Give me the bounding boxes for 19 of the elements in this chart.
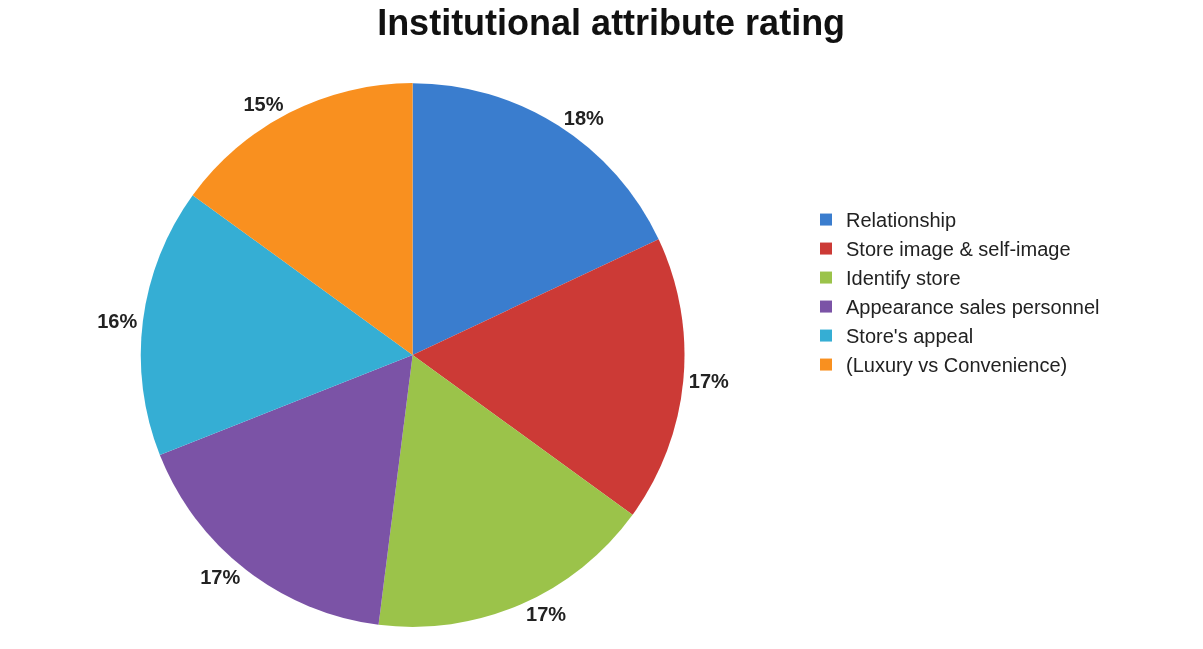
legend-label: Relationship: [846, 209, 957, 232]
legend-label: (Luxury vs Convenience): [846, 354, 1068, 377]
legend-label: Identify store: [846, 267, 961, 290]
legend-label: Store image & self-image: [846, 238, 1071, 261]
pie-slice: [192, 83, 413, 355]
data-label: 17%: [688, 369, 730, 392]
pie-slice: [378, 355, 633, 627]
pie-slice: [412, 83, 659, 355]
pie-slice: [159, 355, 413, 625]
data-label: 16%: [97, 309, 138, 332]
pie-slice: [140, 195, 413, 456]
chart-title: Institutional attribute rating: [377, 1, 846, 43]
legend-label: Store's appeal: [846, 325, 974, 348]
data-label: 17%: [200, 565, 241, 588]
data-label: 17%: [526, 602, 567, 625]
data-label: 15%: [243, 93, 284, 116]
data-label: 18%: [563, 106, 605, 129]
legend-label: Appearance sales personnel: [846, 296, 1100, 319]
pie-slice: [412, 239, 685, 515]
